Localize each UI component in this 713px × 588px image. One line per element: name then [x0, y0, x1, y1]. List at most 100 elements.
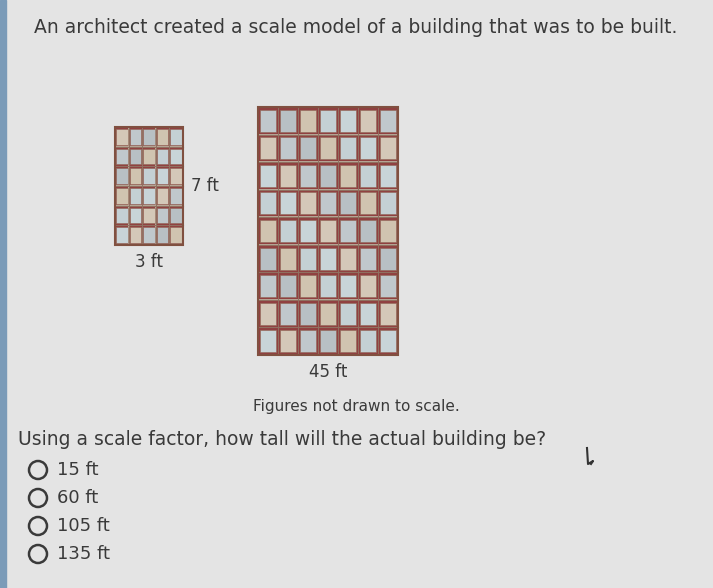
Bar — [260, 192, 277, 215]
Text: Using a scale factor, how tall will the actual building be?: Using a scale factor, how tall will the … — [18, 430, 546, 449]
Bar — [299, 328, 317, 354]
Bar — [299, 165, 317, 187]
Bar — [170, 188, 182, 203]
Bar — [170, 208, 182, 223]
Bar — [129, 226, 142, 245]
Bar — [258, 107, 398, 355]
Bar — [319, 300, 337, 326]
Bar — [259, 246, 277, 272]
Bar — [115, 206, 183, 225]
Bar — [339, 192, 356, 215]
Bar — [359, 135, 377, 161]
Bar — [319, 218, 337, 244]
Bar — [260, 303, 277, 325]
Bar — [279, 248, 297, 269]
Bar — [319, 248, 337, 269]
Bar — [170, 228, 182, 243]
Bar — [299, 108, 317, 133]
Bar — [143, 228, 155, 243]
Bar — [116, 188, 128, 203]
Bar — [260, 220, 277, 242]
Bar — [259, 135, 277, 161]
Bar — [359, 108, 377, 133]
Bar — [157, 129, 168, 145]
Bar — [258, 245, 398, 272]
Bar — [319, 110, 337, 132]
Text: 45 ft: 45 ft — [309, 363, 347, 381]
Bar — [279, 303, 297, 325]
Bar — [359, 330, 376, 352]
Bar — [339, 220, 356, 242]
Bar — [143, 188, 155, 203]
Bar — [339, 300, 357, 326]
Bar — [319, 108, 337, 133]
Bar — [259, 218, 277, 244]
Bar — [299, 163, 317, 189]
Bar — [143, 206, 155, 225]
Bar — [339, 330, 356, 352]
Bar — [258, 107, 398, 135]
Bar — [129, 206, 142, 225]
Bar — [319, 165, 337, 187]
Bar — [359, 110, 376, 132]
Bar — [170, 128, 183, 146]
Bar — [279, 163, 297, 189]
Bar — [379, 138, 396, 159]
Bar — [379, 303, 396, 325]
Bar — [379, 220, 396, 242]
Bar — [339, 163, 357, 189]
Bar — [258, 300, 398, 328]
Bar — [143, 168, 155, 184]
Bar — [279, 192, 297, 215]
Bar — [299, 218, 317, 244]
Bar — [299, 248, 317, 269]
Bar — [260, 165, 277, 187]
Bar — [129, 128, 142, 146]
Bar — [143, 149, 155, 165]
Bar — [379, 273, 398, 299]
Bar — [259, 191, 277, 216]
Bar — [115, 166, 183, 186]
Bar — [379, 218, 398, 244]
Bar — [143, 128, 155, 146]
Bar — [258, 190, 398, 217]
Bar — [170, 206, 183, 225]
Bar — [319, 275, 337, 297]
Bar — [143, 226, 155, 245]
Bar — [359, 273, 377, 299]
Bar — [339, 246, 357, 272]
Bar — [130, 129, 141, 145]
Bar — [279, 275, 297, 297]
Bar — [319, 191, 337, 216]
Bar — [0, 0, 6, 588]
Bar — [279, 138, 297, 159]
Bar — [379, 330, 396, 352]
Bar — [379, 246, 398, 272]
Bar — [359, 303, 376, 325]
Bar — [143, 129, 155, 145]
Bar — [116, 167, 128, 185]
Bar — [379, 165, 396, 187]
Bar — [379, 110, 396, 132]
Bar — [259, 273, 277, 299]
Bar — [379, 328, 398, 354]
Bar — [339, 218, 357, 244]
Bar — [319, 246, 337, 272]
Bar — [279, 273, 297, 299]
Bar — [260, 110, 277, 132]
Bar — [258, 135, 398, 162]
Bar — [130, 149, 141, 165]
Bar — [157, 208, 168, 223]
Bar — [115, 146, 183, 166]
Bar — [259, 300, 277, 326]
Bar — [319, 135, 337, 161]
Bar — [299, 275, 317, 297]
Bar — [116, 186, 128, 205]
Bar — [379, 192, 396, 215]
Bar — [279, 328, 297, 354]
Bar — [115, 127, 183, 245]
Bar — [143, 167, 155, 185]
Bar — [260, 275, 277, 297]
Bar — [157, 188, 168, 203]
Bar — [319, 163, 337, 189]
